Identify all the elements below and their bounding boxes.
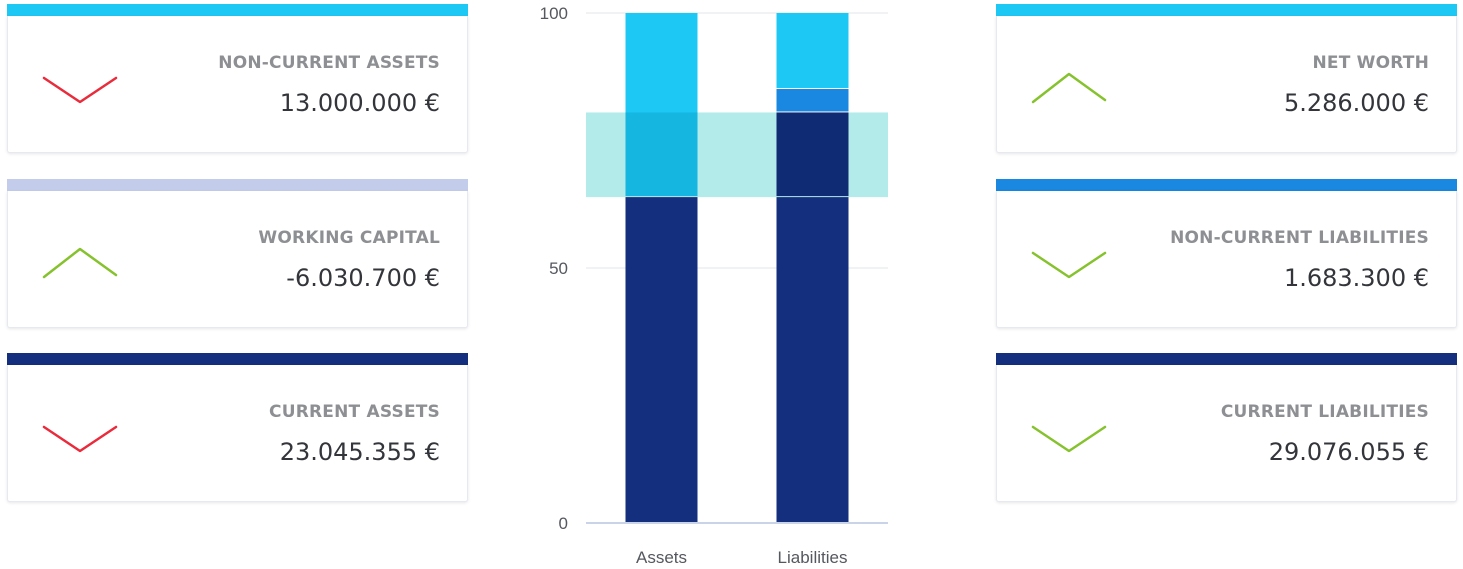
x-tick-label: Liabilities <box>778 548 848 567</box>
trend-down-icon <box>1031 251 1107 279</box>
trend-up-icon <box>1031 72 1107 104</box>
card-body: NET WORTH 5.286.000 € <box>996 16 1457 153</box>
card-label: NON-CURRENT ASSETS <box>218 53 440 73</box>
y-tick-label: 100 <box>540 4 568 23</box>
trend-down-icon <box>1031 425 1107 453</box>
trend-down-icon <box>42 76 118 104</box>
card-color-bar <box>7 4 468 16</box>
card-body: CURRENT ASSETS 23.045.355 € <box>7 365 468 502</box>
card-body: NON-CURRENT ASSETS 13.000.000 € <box>7 16 468 153</box>
card-color-bar <box>996 4 1457 16</box>
card-value: 29.076.055 € <box>1268 438 1429 466</box>
y-tick-label: 50 <box>549 259 568 278</box>
chevron-line <box>1031 251 1107 279</box>
card-value: -6.030.700 € <box>286 264 440 292</box>
balance-stacked-bar-chart: 0 50 100 Assets Liabilities <box>540 4 888 567</box>
card-working-capital: WORKING CAPITAL -6.030.700 € <box>7 179 468 328</box>
card-color-bar <box>7 353 468 365</box>
bar-segment <box>776 88 849 112</box>
card-value: 1.683.300 € <box>1283 264 1429 292</box>
card-net-worth: NET WORTH 5.286.000 € <box>996 4 1457 153</box>
card-value: 23.045.355 € <box>279 438 440 466</box>
card-label: CURRENT LIABILITIES <box>1220 402 1429 422</box>
card-body: CURRENT LIABILITIES 29.076.055 € <box>996 365 1457 502</box>
y-tick-label: 0 <box>559 514 568 533</box>
highlight-band <box>586 112 888 198</box>
card-color-bar <box>7 179 468 191</box>
card-current-liabilities: CURRENT LIABILITIES 29.076.055 € <box>996 353 1457 502</box>
card-body: NON-CURRENT LIABILITIES 1.683.300 € <box>996 191 1457 328</box>
chevron-line <box>1031 425 1107 453</box>
card-label: CURRENT ASSETS <box>269 402 440 422</box>
card-value: 13.000.000 € <box>279 89 440 117</box>
bar-segment <box>625 197 698 523</box>
x-tick-label: Assets <box>636 548 687 567</box>
bar-segment <box>776 13 849 88</box>
trend-up-icon <box>42 247 118 279</box>
card-label: NON-CURRENT LIABILITIES <box>1170 228 1429 248</box>
card-label: WORKING CAPITAL <box>258 228 440 248</box>
chevron-line <box>42 247 118 279</box>
trend-down-icon <box>42 425 118 453</box>
card-non-current-liabilities: NON-CURRENT LIABILITIES 1.683.300 € <box>996 179 1457 328</box>
chevron-line <box>42 425 118 453</box>
card-color-bar <box>996 353 1457 365</box>
card-value: 5.286.000 € <box>1283 89 1429 117</box>
chevron-line <box>1031 72 1107 104</box>
card-label: NET WORTH <box>1312 53 1429 73</box>
card-body: WORKING CAPITAL -6.030.700 € <box>7 191 468 328</box>
card-color-bar <box>996 179 1457 191</box>
chevron-line <box>42 76 118 104</box>
bar-segment <box>776 197 849 523</box>
card-non-current-assets: NON-CURRENT ASSETS 13.000.000 € <box>7 4 468 153</box>
card-current-assets: CURRENT ASSETS 23.045.355 € <box>7 353 468 502</box>
